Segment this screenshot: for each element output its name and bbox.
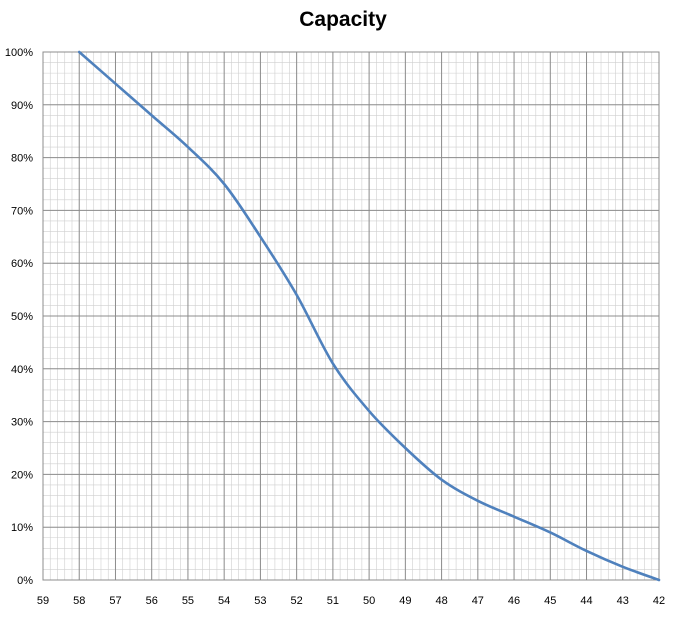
x-tick-label: 49 bbox=[399, 595, 411, 607]
y-tick-label: 60% bbox=[11, 258, 33, 270]
x-tick-label: 50 bbox=[363, 595, 375, 607]
major-grid bbox=[42, 51, 660, 581]
y-tick-label: 70% bbox=[11, 205, 33, 217]
x-tick-label: 46 bbox=[508, 595, 520, 607]
y-tick-label: 90% bbox=[11, 100, 33, 112]
y-tick-label: 10% bbox=[11, 522, 33, 534]
y-axis-tick-labels: 0% 10% 20% 30% 40% 50% 60% 70% 80% 90% 100% bbox=[5, 47, 33, 587]
x-tick-label: 52 bbox=[291, 595, 303, 607]
x-tick-label: 48 bbox=[435, 595, 447, 607]
x-tick-label: 53 bbox=[254, 595, 266, 607]
y-tick-label: 40% bbox=[11, 364, 33, 376]
x-tick-label: 59 bbox=[37, 595, 49, 607]
x-tick-label: 51 bbox=[327, 595, 339, 607]
y-tick-label: 30% bbox=[11, 417, 33, 429]
series-line bbox=[77, 50, 661, 582]
x-tick-label: 44 bbox=[580, 595, 592, 607]
chart-title: Capacity bbox=[299, 8, 387, 31]
series-layer bbox=[77, 50, 661, 582]
y-tick-label: 100% bbox=[5, 47, 33, 59]
x-tick-label: 56 bbox=[146, 595, 158, 607]
x-tick-label: 47 bbox=[472, 595, 484, 607]
x-tick-label: 55 bbox=[182, 595, 194, 607]
x-tick-label: 54 bbox=[218, 595, 230, 607]
y-tick-label: 20% bbox=[11, 469, 33, 481]
x-tick-label: 42 bbox=[653, 595, 665, 607]
x-tick-label: 43 bbox=[617, 595, 629, 607]
x-tick-label: 45 bbox=[544, 595, 556, 607]
y-tick-label: 80% bbox=[11, 153, 33, 165]
x-tick-label: 57 bbox=[109, 595, 121, 607]
plot-border bbox=[42, 51, 660, 581]
x-axis-tick-labels: 59 58 57 56 55 54 53 52 51 50 49 48 47 46 45 44 43 42 bbox=[37, 595, 665, 607]
x-tick-label: 58 bbox=[73, 595, 85, 607]
y-tick-label: 0% bbox=[17, 575, 33, 587]
y-tick-label: 50% bbox=[11, 311, 33, 323]
